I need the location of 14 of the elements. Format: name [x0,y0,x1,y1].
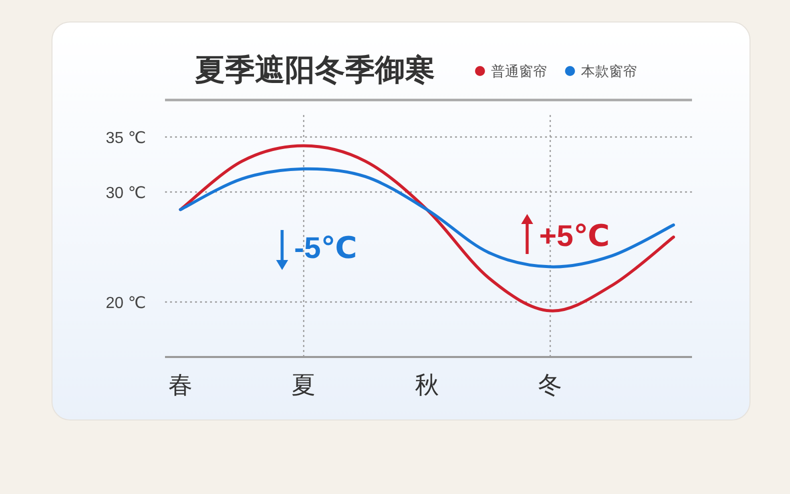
x-tick-label: 秋 [414,372,439,399]
legend-label: 本款窗帘 [581,63,637,79]
legend-label: 普通窗帘 [491,63,547,79]
x-tick-label: 夏 [292,372,316,399]
annotation: -5℃ [294,232,358,265]
chart-title: 夏季遮阳冬季御寒 [194,53,435,87]
annotation: +5℃ [539,220,610,253]
x-tick-label: 春 [168,372,192,399]
line-series [178,144,676,312]
x-tick-label: 冬 [538,372,562,399]
line-series [178,167,676,268]
y-tick-label: 20 ℃ [106,295,146,312]
y-tick-label: 30 ℃ [106,185,146,202]
y-tick-label: 35 ℃ [106,130,146,147]
